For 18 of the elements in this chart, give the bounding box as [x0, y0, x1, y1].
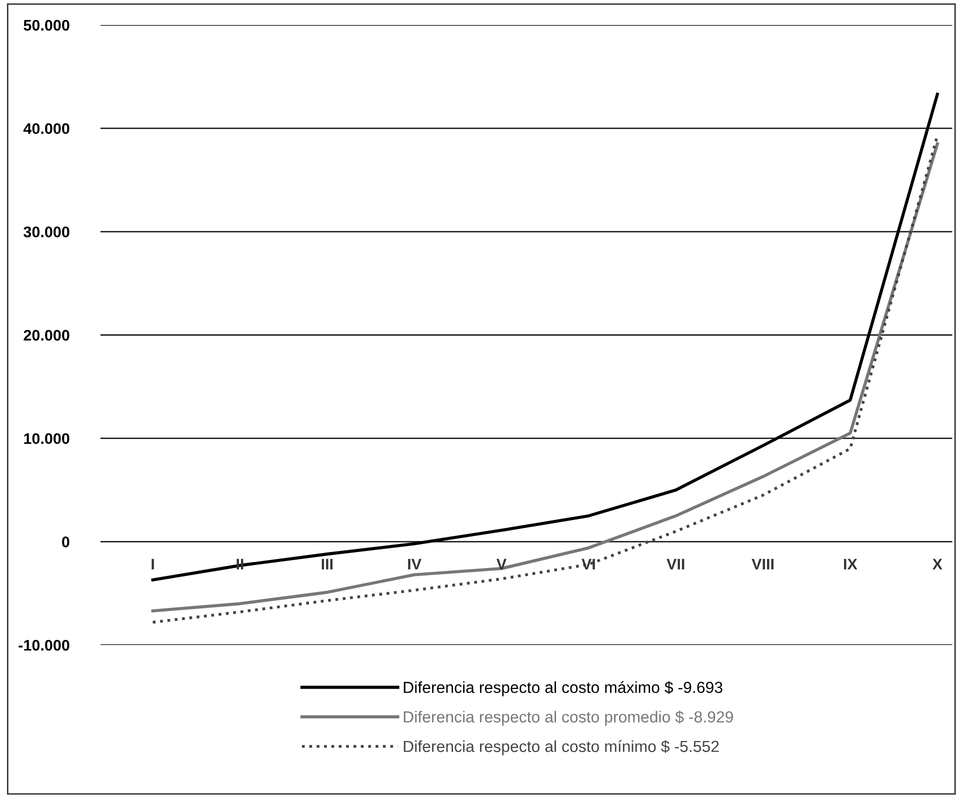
x-tick-label: IV — [408, 558, 422, 570]
y-tick-label: 0 — [62, 536, 70, 548]
x-tick-label: VIII — [752, 558, 774, 570]
x-tick-label: X — [932, 558, 942, 570]
y-tick-label: 40.000 — [23, 123, 70, 134]
x-tick-label: V — [496, 558, 506, 570]
y-tick-label: 30.000 — [24, 226, 70, 238]
text: Diferencia respecto al costo mínimo $ -5.552 — [404, 740, 719, 756]
x-tick-label: IX — [844, 558, 858, 570]
x-tick-label: VII — [666, 558, 684, 570]
y-tick-label: 50.000 — [24, 20, 70, 31]
text: Diferencia respecto al costo promedio $ -8.929 — [404, 710, 733, 726]
x-tick-label: III — [322, 558, 332, 570]
x-tick-label: I — [152, 558, 154, 570]
text: Diferencia respecto al costo máximo $ -9.693 — [404, 681, 722, 696]
y-tick-label: 20.000 — [24, 330, 70, 341]
y-tick-label: 10.000 — [24, 433, 70, 444]
y-tick-label: -10.000 — [18, 640, 70, 651]
